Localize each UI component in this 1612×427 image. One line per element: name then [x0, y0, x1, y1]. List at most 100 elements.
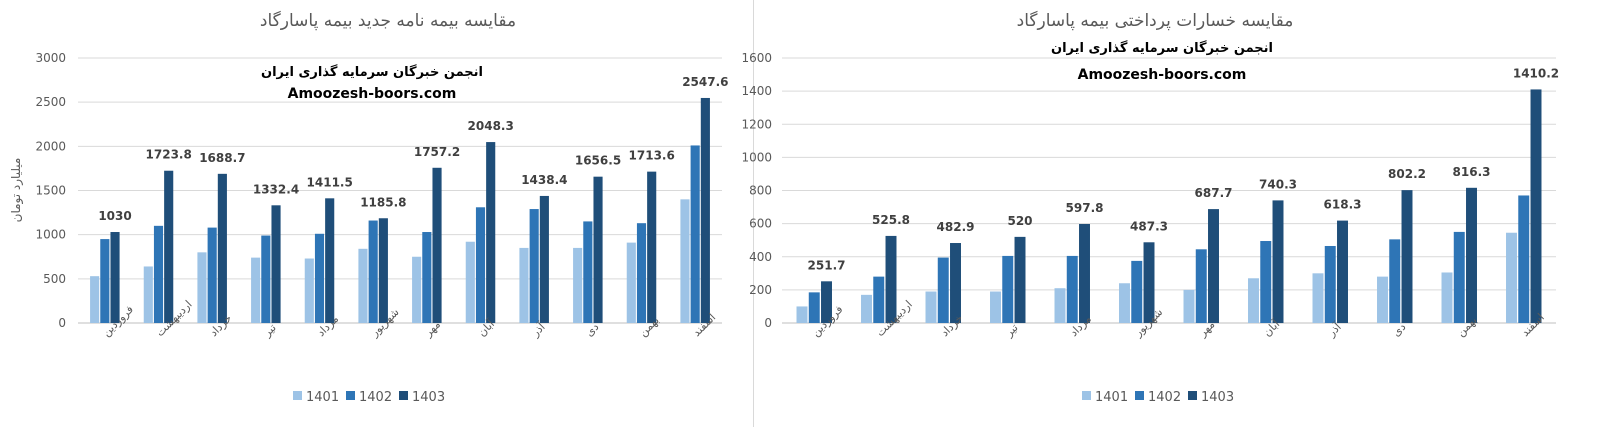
- panel-divider: [753, 0, 754, 427]
- bar-1403: [1208, 209, 1219, 323]
- bar-1401: [465, 241, 475, 323]
- bar-1402: [1260, 241, 1272, 323]
- bar-1402: [529, 209, 539, 323]
- bar-1402: [153, 225, 164, 323]
- bar-1403: [325, 198, 335, 323]
- bar-1401: [197, 252, 207, 323]
- y-tick-label: 1200: [741, 117, 772, 131]
- bar-1402: [1324, 245, 1336, 323]
- bar-1401: [358, 248, 368, 323]
- chart-panel-new-policies: مقایسه بیمه نامه جدید بیمه پاسارگاد 0 500 1…: [0, 0, 752, 427]
- bar-1402: [1518, 195, 1530, 323]
- bar-1403: [539, 195, 549, 323]
- bar-1402: [1002, 255, 1014, 323]
- watermark-org-name: انجمن خبرگان سرمایه گذاری ایران: [1051, 40, 1273, 56]
- bar-1403: [164, 170, 174, 323]
- bar-1403: [1530, 89, 1542, 323]
- x-category-label: تیر: [1002, 321, 1021, 340]
- bar-1402: [368, 220, 378, 323]
- bar-1401: [412, 256, 422, 323]
- bar-1401: [251, 257, 261, 323]
- bar-1402: [475, 207, 486, 323]
- data-label: 802.2: [1388, 167, 1426, 181]
- bar-1402: [261, 235, 271, 323]
- bar-1403: [1401, 190, 1413, 323]
- bar-1402: [1066, 255, 1078, 323]
- y-tick-label: 1000: [35, 228, 66, 242]
- data-label: 1713.6: [629, 149, 675, 163]
- bar-1402: [1453, 231, 1465, 323]
- legend-label-1402: 1402: [1148, 390, 1181, 405]
- y-tick-label: 1400: [741, 84, 772, 98]
- data-label: 1030: [98, 209, 131, 223]
- y-tick-label: 200: [749, 283, 772, 297]
- bar-1402: [422, 232, 432, 323]
- bar-1403: [217, 173, 227, 323]
- bar-1403: [486, 142, 496, 323]
- x-category-label: تیر: [260, 321, 279, 340]
- bar-1402: [873, 276, 885, 323]
- bar-1401: [573, 247, 583, 323]
- bar-1402: [100, 239, 110, 323]
- data-label: 487.3: [1130, 219, 1168, 233]
- watermark-url: Amoozesh-boors.com: [288, 86, 457, 102]
- data-label: 2547.6: [682, 75, 728, 89]
- bar-1402: [690, 145, 700, 323]
- data-label: 1332.4: [253, 182, 299, 196]
- chart-title: مقایسه بیمه نامه جدید بیمه پاسارگاد: [260, 10, 516, 31]
- data-label: 251.7: [808, 258, 846, 272]
- bar-1401: [1377, 276, 1388, 323]
- bar-1403: [1466, 187, 1477, 323]
- y-tick-label: 1000: [741, 150, 772, 164]
- y-tick-label: 800: [749, 184, 772, 198]
- bar-1402: [583, 221, 593, 323]
- data-label: 618.3: [1324, 198, 1362, 212]
- chart-title: مقایسه خسارات پرداختی بیمه پاسارگاد: [1017, 10, 1294, 31]
- data-label: 1185.8: [360, 195, 406, 209]
- legend-label-1403: 1403: [1201, 390, 1234, 405]
- bar-1401: [90, 276, 100, 323]
- data-label: 2048.3: [468, 119, 514, 133]
- y-tick-label: 400: [749, 250, 772, 264]
- legend-swatch-1403: [399, 391, 408, 400]
- bar-1402: [1389, 239, 1401, 323]
- bar-1401: [626, 242, 636, 323]
- y-tick-label: 1600: [741, 51, 772, 65]
- y-tick-label: 2500: [35, 95, 66, 109]
- y-tick-label: 2000: [35, 139, 66, 153]
- bar-1401: [796, 306, 808, 323]
- bar-1401: [925, 291, 937, 323]
- bar-1402: [1131, 260, 1143, 323]
- bar-1401: [1506, 232, 1517, 323]
- bar-1401: [1119, 283, 1130, 323]
- data-label: 1656.5: [575, 154, 621, 168]
- bar-1402: [636, 223, 647, 323]
- data-label: 816.3: [1453, 165, 1491, 179]
- bar-1401: [1312, 273, 1324, 323]
- legend-label-1402: 1402: [359, 390, 392, 405]
- chart-claims-paid: مقایسه خسارات پرداختی بیمه پاسارگاد 0 200 4…: [741, 10, 1559, 405]
- watermark-url: Amoozesh-boors.com: [1078, 67, 1247, 83]
- data-label: 1410.2: [1513, 66, 1559, 80]
- bar-1401: [143, 266, 153, 323]
- watermark-org-name: انجمن خبرگان سرمایه گذاری ایران: [261, 64, 483, 80]
- y-tick-label: 1500: [35, 184, 66, 198]
- data-label: 597.8: [1066, 201, 1104, 215]
- bar-1403: [1143, 242, 1155, 323]
- data-label: 520: [1007, 214, 1032, 228]
- bar-1403: [950, 243, 961, 323]
- bar-1403: [885, 235, 897, 323]
- data-label: 525.8: [872, 213, 910, 227]
- bar-1403: [1079, 223, 1090, 323]
- data-label: 1438.4: [521, 173, 567, 187]
- chart-new-policies: مقایسه بیمه نامه جدید بیمه پاسارگاد 0 500 1…: [9, 10, 729, 405]
- bar-1403: [1014, 236, 1026, 323]
- legend-swatch-1402: [346, 391, 355, 400]
- bar-1402: [314, 233, 325, 323]
- bar-1401: [990, 291, 1001, 323]
- legend-label-1403: 1403: [412, 390, 445, 405]
- y-tick-label: 500: [43, 272, 66, 286]
- bar-1401: [519, 247, 529, 323]
- y-axis-label: میلیارد تومان: [9, 158, 24, 223]
- legend-swatch-1403: [1188, 391, 1197, 400]
